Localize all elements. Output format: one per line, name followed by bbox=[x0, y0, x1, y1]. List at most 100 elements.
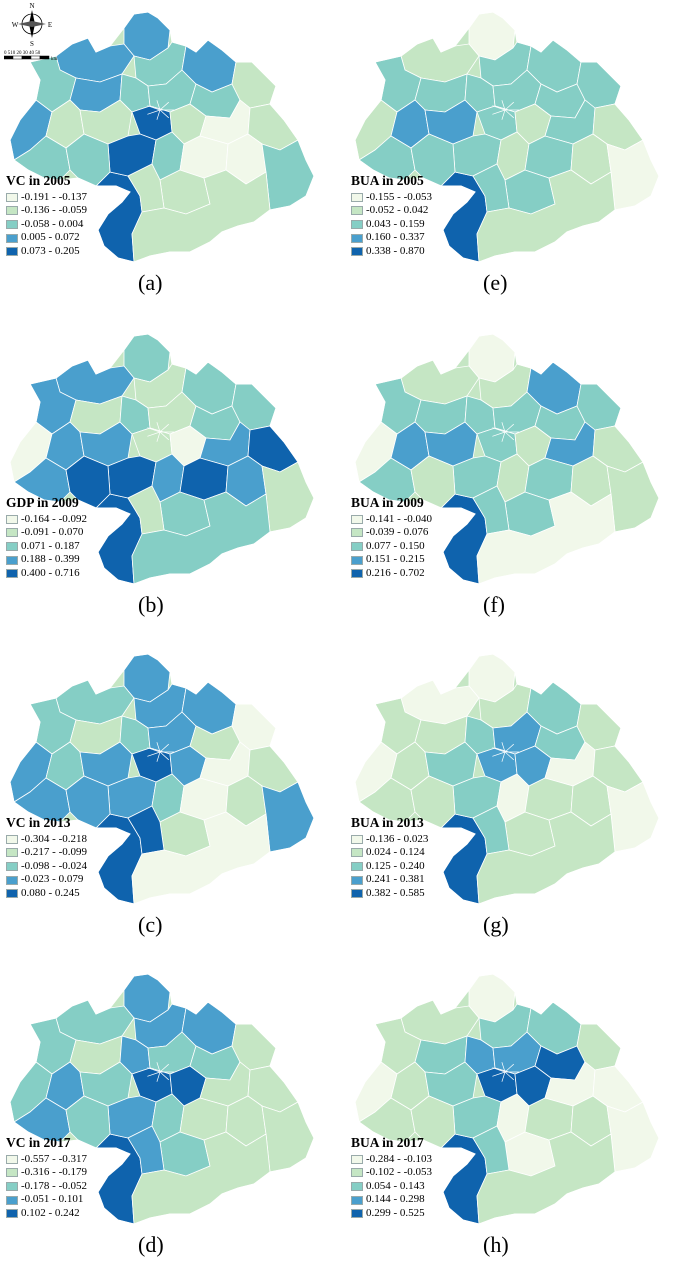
legend-range: 0.024 - 0.124 bbox=[366, 846, 425, 859]
legend-swatch bbox=[6, 875, 18, 885]
map-panel-f: BUA in 2009 -0.141 - -0.040 -0.039 - 0.076… bbox=[345, 322, 665, 622]
legend-swatch bbox=[6, 1195, 18, 1205]
legend-swatch bbox=[351, 1168, 363, 1178]
legend-row: -0.155 - -0.053 bbox=[351, 191, 432, 205]
legend-row: -0.217 - -0.099 bbox=[6, 846, 87, 860]
legend-range: 0.400 - 0.716 bbox=[21, 566, 80, 579]
legend-row: 0.080 - 0.245 bbox=[6, 887, 87, 901]
legend-row: 0.151 - 0.215 bbox=[351, 553, 432, 567]
legend-range: -0.058 - 0.004 bbox=[21, 217, 84, 230]
compass-e: E bbox=[48, 21, 52, 29]
legend-row: -0.058 - 0.004 bbox=[6, 218, 87, 232]
legend-range: 0.125 - 0.240 bbox=[366, 859, 425, 872]
legend-swatch bbox=[351, 1209, 363, 1219]
scale-ticks: 0 510 20 30 40 50 bbox=[4, 51, 41, 56]
legend-swatch bbox=[351, 1181, 363, 1191]
map-region bbox=[65, 775, 111, 829]
map-region bbox=[261, 1101, 314, 1173]
legend-row: 0.077 - 0.150 bbox=[351, 540, 432, 554]
choropleth-map-h bbox=[354, 973, 660, 1225]
legend-row: 0.024 - 0.124 bbox=[351, 846, 428, 860]
legend-swatch bbox=[351, 569, 363, 579]
map-region bbox=[410, 1095, 456, 1149]
legend-title: BUA in 2005 bbox=[351, 173, 424, 188]
legend-swatch bbox=[6, 1154, 18, 1164]
choropleth-map-b bbox=[9, 333, 315, 585]
legend-range: -0.304 - -0.218 bbox=[21, 832, 87, 845]
legend-swatch bbox=[6, 861, 18, 871]
map-region bbox=[606, 781, 659, 853]
legend-range: -0.091 - 0.070 bbox=[21, 526, 84, 539]
legend-row: 0.299 - 0.525 bbox=[351, 1207, 432, 1221]
legend-swatch bbox=[351, 555, 363, 565]
panel-label: (d) bbox=[138, 1232, 164, 1257]
legend-swatch bbox=[351, 1195, 363, 1205]
legend-swatch bbox=[6, 555, 18, 565]
map-legend: VC in 2013 -0.304 - -0.218 -0.217 - -0.099… bbox=[6, 816, 87, 900]
legend-range: 0.299 - 0.525 bbox=[366, 1206, 425, 1219]
legend-swatch bbox=[6, 1209, 18, 1219]
legend-swatch bbox=[351, 206, 363, 216]
map-panel-g: BUA in 2013 -0.136 - 0.023 0.024 - 0.124 0.… bbox=[345, 642, 665, 942]
legend-row: -0.141 - -0.040 bbox=[351, 513, 432, 527]
map-region bbox=[606, 139, 659, 211]
legend-range: -0.217 - -0.099 bbox=[21, 846, 87, 859]
map-legend: BUA in 2013 -0.136 - 0.023 0.024 - 0.124 0.… bbox=[351, 816, 428, 900]
legend-row: 0.071 - 0.187 bbox=[6, 540, 87, 554]
legend-range: 0.054 - 0.143 bbox=[366, 1179, 425, 1192]
map-legend: BUA in 2005 -0.155 - -0.053 -0.052 - 0.042… bbox=[351, 174, 432, 258]
map-legend: BUA in 2017 -0.284 - -0.103 -0.102 - -0.05… bbox=[351, 1136, 432, 1220]
map-region bbox=[65, 1095, 111, 1149]
legend-row: 0.216 - 0.702 bbox=[351, 567, 432, 581]
legend-swatch bbox=[351, 247, 363, 257]
legend-row: 0.043 - 0.159 bbox=[351, 218, 432, 232]
legend-range: 0.071 - 0.187 bbox=[21, 539, 80, 552]
map-region bbox=[65, 133, 111, 187]
legend-row: -0.052 - 0.042 bbox=[351, 204, 432, 218]
compass-icon: N S W E 0 510 20 30 40 50 km bbox=[4, 2, 58, 62]
map-panel-h: BUA in 2017 -0.284 - -0.103 -0.102 - -0.05… bbox=[345, 962, 665, 1262]
map-region bbox=[410, 775, 456, 829]
legend-range: -0.316 - -0.179 bbox=[21, 1166, 87, 1179]
legend-range: 0.005 - 0.072 bbox=[21, 231, 80, 244]
map-panel-c: VC in 2013 -0.304 - -0.218 -0.217 - -0.099… bbox=[0, 642, 320, 942]
legend-swatch bbox=[6, 1181, 18, 1191]
legend-row: -0.178 - -0.052 bbox=[6, 1180, 87, 1194]
choropleth-map-f bbox=[354, 333, 660, 585]
map-region bbox=[261, 461, 314, 533]
choropleth-map-e bbox=[354, 11, 660, 263]
legend-range: -0.164 - -0.092 bbox=[21, 512, 87, 525]
legend-row: 0.241 - 0.381 bbox=[351, 873, 428, 887]
legend-row: -0.164 - -0.092 bbox=[6, 513, 87, 527]
choropleth-map-d bbox=[9, 973, 315, 1225]
choropleth-map-c bbox=[9, 653, 315, 905]
legend-range: -0.023 - 0.079 bbox=[21, 873, 84, 886]
legend-title: BUA in 2013 bbox=[351, 815, 424, 830]
legend-title: GDP in 2009 bbox=[6, 495, 79, 510]
legend-row: -0.316 - -0.179 bbox=[6, 1166, 87, 1180]
map-legend: BUA in 2009 -0.141 - -0.040 -0.039 - 0.076… bbox=[351, 496, 432, 580]
legend-range: 0.144 - 0.298 bbox=[366, 1193, 425, 1206]
legend-range: 0.382 - 0.585 bbox=[366, 886, 425, 899]
legend-range: 0.073 - 0.205 bbox=[21, 244, 80, 257]
legend-range: 0.151 - 0.215 bbox=[366, 553, 425, 566]
legend-swatch bbox=[351, 834, 363, 844]
legend-row: -0.091 - 0.070 bbox=[6, 526, 87, 540]
legend-range: 0.338 - 0.870 bbox=[366, 244, 425, 257]
legend-swatch bbox=[351, 861, 363, 871]
legend-title: BUA in 2017 bbox=[351, 1135, 424, 1150]
legend-swatch bbox=[6, 192, 18, 202]
map-region bbox=[606, 461, 659, 533]
map-region bbox=[410, 455, 456, 509]
map-panel-b: GDP in 2009 -0.164 - -0.092 -0.091 - 0.070… bbox=[0, 322, 320, 622]
legend-title: BUA in 2009 bbox=[351, 495, 424, 510]
legend-swatch bbox=[6, 834, 18, 844]
legend-range: 0.102 - 0.242 bbox=[21, 1206, 80, 1219]
map-region bbox=[606, 1101, 659, 1173]
legend-row: -0.102 - -0.053 bbox=[351, 1166, 432, 1180]
compass-n: N bbox=[29, 2, 34, 10]
map-panel-d: VC in 2017 -0.557 - -0.317 -0.316 - -0.179… bbox=[0, 962, 320, 1262]
panel-label: (g) bbox=[483, 912, 509, 937]
scale-unit: km bbox=[51, 57, 58, 62]
legend-row: 0.073 - 0.205 bbox=[6, 245, 87, 259]
